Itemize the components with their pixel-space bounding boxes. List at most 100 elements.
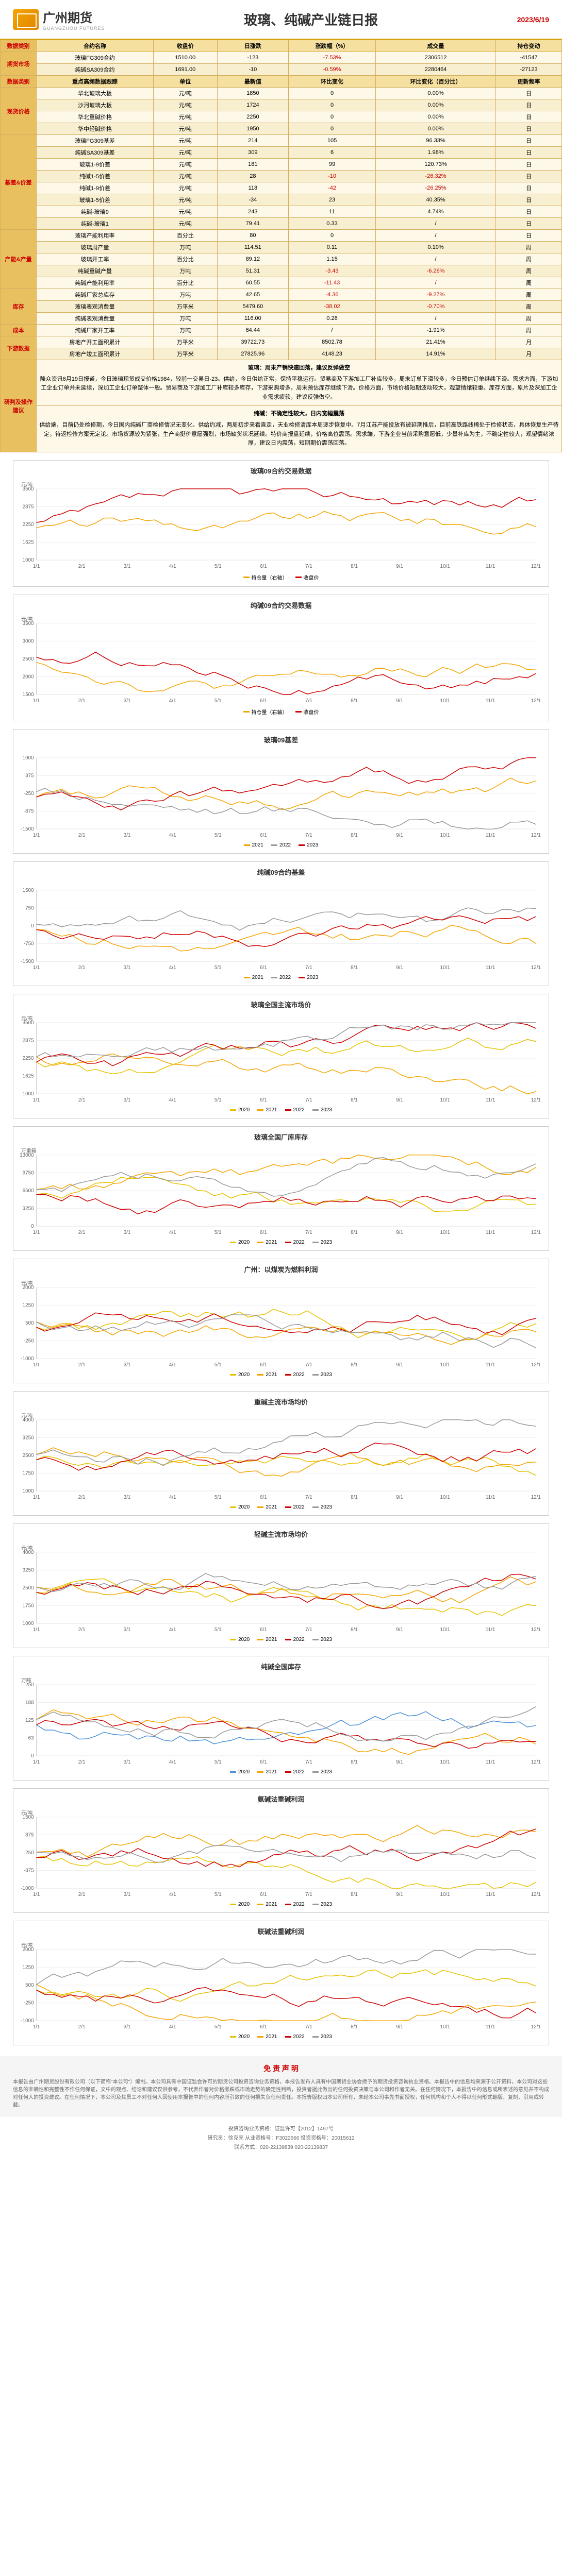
- svg-text:9/1: 9/1: [396, 1759, 403, 1765]
- svg-text:375: 375: [25, 773, 34, 778]
- svg-text:元/吨: 元/吨: [21, 1545, 33, 1551]
- svg-text:1/1: 1/1: [33, 1627, 40, 1633]
- svg-text:7/1: 7/1: [305, 1892, 312, 1897]
- svg-text:5/1: 5/1: [214, 1759, 222, 1765]
- svg-text:11/1: 11/1: [486, 564, 495, 569]
- svg-text:11/1: 11/1: [486, 1759, 495, 1765]
- footer-license: 投资咨询业务资格：证监许可【2012】1497号: [8, 2125, 554, 2134]
- svg-text:11/1: 11/1: [486, 698, 495, 704]
- svg-text:10/1: 10/1: [440, 1627, 450, 1633]
- svg-text:元/吨: 元/吨: [21, 1015, 33, 1022]
- svg-text:2/1: 2/1: [78, 1892, 86, 1897]
- chart-10: 氨碱法重碱利润1500875250-375-10001/12/13/14/15/…: [13, 1788, 549, 1913]
- svg-text:12/1: 12/1: [531, 1230, 541, 1235]
- svg-text:5/1: 5/1: [214, 833, 222, 838]
- svg-text:2500: 2500: [23, 1453, 34, 1459]
- chart-7: 重碱主流市场均价400032502500175010001/12/13/14/1…: [13, 1391, 549, 1516]
- svg-text:3/1: 3/1: [124, 2024, 131, 2030]
- svg-text:1/1: 1/1: [33, 564, 40, 569]
- logo-icon: [13, 9, 39, 30]
- svg-text:9/1: 9/1: [396, 698, 403, 704]
- svg-text:9/1: 9/1: [396, 1362, 403, 1368]
- svg-text:5/1: 5/1: [214, 1362, 222, 1368]
- svg-text:3250: 3250: [23, 1206, 34, 1211]
- svg-text:7/1: 7/1: [305, 1759, 312, 1765]
- svg-text:12/1: 12/1: [531, 1362, 541, 1368]
- company-name-en: GUANGZHOU FUTURES: [43, 26, 105, 31]
- svg-text:-875: -875: [24, 808, 34, 814]
- svg-text:7/1: 7/1: [305, 1230, 312, 1235]
- svg-text:3/1: 3/1: [124, 698, 131, 704]
- svg-text:6/1: 6/1: [260, 564, 267, 569]
- chart-4: 玻璃全国主流市场价350028752250162510001/12/13/14/…: [13, 994, 549, 1118]
- svg-text:1250: 1250: [23, 1964, 34, 1970]
- svg-text:1750: 1750: [23, 1470, 34, 1476]
- footer: 投资咨询业务资格：证监许可【2012】1497号 研究员：徐克亮 从业资格号：F…: [0, 2117, 562, 2160]
- svg-text:10/1: 10/1: [440, 1495, 450, 1500]
- svg-text:2000: 2000: [23, 674, 34, 680]
- svg-text:1/1: 1/1: [33, 2024, 40, 2030]
- svg-text:4/1: 4/1: [169, 1362, 176, 1368]
- svg-text:4/1: 4/1: [169, 1892, 176, 1897]
- svg-text:-250: -250: [24, 2000, 34, 2006]
- svg-text:2/1: 2/1: [78, 698, 86, 704]
- disclaimer: 免 责 声 明 本报告由广州期货股份有限公司（以下简称"本公司"）编制。本公司具…: [0, 2056, 562, 2117]
- svg-text:7/1: 7/1: [305, 1495, 312, 1500]
- svg-text:8/1: 8/1: [351, 833, 358, 838]
- svg-text:7/1: 7/1: [305, 698, 312, 704]
- svg-text:3/1: 3/1: [124, 1759, 131, 1765]
- svg-text:3/1: 3/1: [124, 564, 131, 569]
- svg-text:500: 500: [25, 1320, 34, 1326]
- svg-text:-1500: -1500: [21, 826, 34, 832]
- svg-text:4/1: 4/1: [169, 698, 176, 704]
- svg-text:元/吨: 元/吨: [21, 481, 33, 488]
- svg-text:9/1: 9/1: [396, 1097, 403, 1103]
- svg-text:2/1: 2/1: [78, 1230, 86, 1235]
- svg-text:2/1: 2/1: [78, 965, 86, 971]
- svg-text:2/1: 2/1: [78, 1097, 86, 1103]
- svg-text:8/1: 8/1: [351, 1892, 358, 1897]
- svg-text:6/1: 6/1: [260, 1230, 267, 1235]
- footer-analyst: 研究员：徐克亮 从业资格号：F3022666 投资资格号：20015612: [8, 2134, 554, 2143]
- svg-text:3/1: 3/1: [124, 965, 131, 971]
- svg-text:6/1: 6/1: [260, 1759, 267, 1765]
- svg-text:元/吨: 元/吨: [21, 1412, 33, 1419]
- svg-text:12/1: 12/1: [531, 2024, 541, 2030]
- svg-text:3/1: 3/1: [124, 1230, 131, 1235]
- svg-text:2/1: 2/1: [78, 2024, 86, 2030]
- svg-text:10/1: 10/1: [440, 1892, 450, 1897]
- svg-text:4/1: 4/1: [169, 1495, 176, 1500]
- svg-text:125: 125: [25, 1718, 34, 1723]
- svg-text:12/1: 12/1: [531, 1627, 541, 1633]
- svg-text:8/1: 8/1: [351, 1627, 358, 1633]
- svg-text:1/1: 1/1: [33, 1362, 40, 1368]
- svg-text:1625: 1625: [23, 1073, 34, 1079]
- svg-text:1000: 1000: [23, 1621, 34, 1626]
- logo: 广州期货 GUANGZHOU FUTURES: [13, 8, 105, 31]
- disclaimer-text: 本报告由广州期货股份有限公司（以下简称"本公司"）编制。本公司具有中国证监会许可…: [13, 2078, 549, 2109]
- svg-text:12/1: 12/1: [531, 698, 541, 704]
- disclaimer-title: 免 责 声 明: [13, 2063, 549, 2074]
- svg-text:2500: 2500: [23, 656, 34, 662]
- svg-text:1625: 1625: [23, 539, 34, 545]
- svg-text:7/1: 7/1: [305, 1362, 312, 1368]
- svg-text:2/1: 2/1: [78, 833, 86, 838]
- svg-text:10/1: 10/1: [440, 1097, 450, 1103]
- svg-text:0: 0: [31, 1224, 34, 1229]
- svg-text:3/1: 3/1: [124, 1495, 131, 1500]
- svg-text:11/1: 11/1: [486, 1495, 495, 1500]
- svg-text:8/1: 8/1: [351, 2024, 358, 2030]
- svg-text:9/1: 9/1: [396, 833, 403, 838]
- svg-text:3/1: 3/1: [124, 833, 131, 838]
- svg-text:0: 0: [31, 923, 34, 929]
- svg-text:4/1: 4/1: [169, 1627, 176, 1633]
- svg-text:2250: 2250: [23, 522, 34, 528]
- svg-text:2875: 2875: [23, 504, 34, 510]
- svg-text:6/1: 6/1: [260, 965, 267, 971]
- svg-text:7/1: 7/1: [305, 564, 312, 569]
- svg-text:12/1: 12/1: [531, 1759, 541, 1765]
- svg-text:-1000: -1000: [21, 2018, 34, 2024]
- svg-text:1000: 1000: [23, 557, 34, 563]
- chart-6: 广州：以煤炭为燃料利润20001250500-250-10001/12/13/1…: [13, 1259, 549, 1383]
- svg-text:1/1: 1/1: [33, 833, 40, 838]
